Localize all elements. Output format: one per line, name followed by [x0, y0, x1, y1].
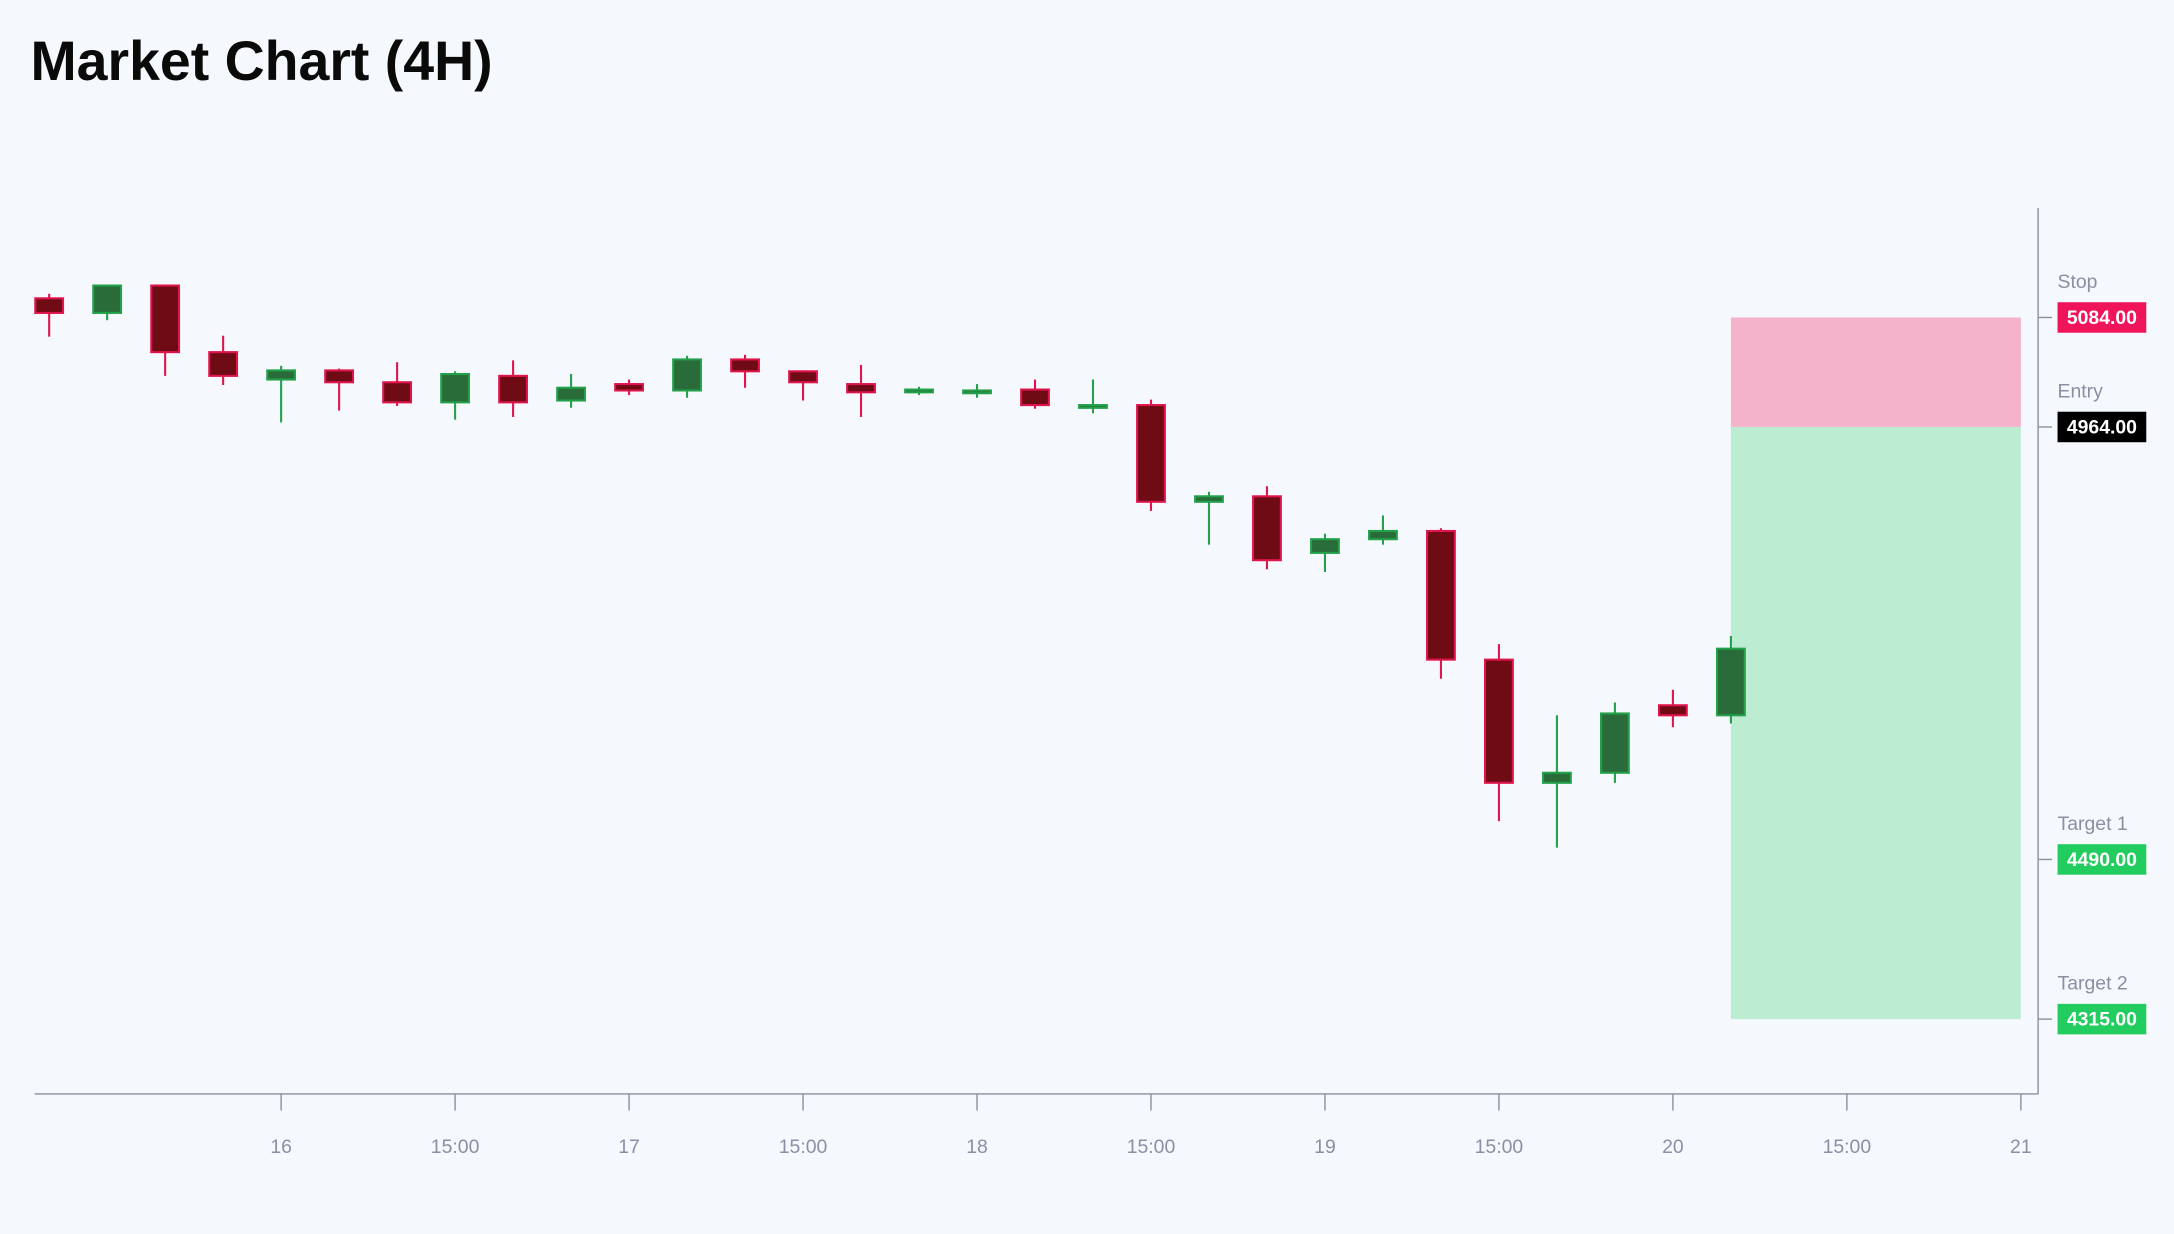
level-name: Entry [2058, 380, 2104, 402]
x-tick-label: 15:00 [1127, 1136, 1176, 1158]
x-tick-label: 15:00 [1823, 1136, 1872, 1158]
x-tick-label: 19 [1314, 1136, 1336, 1158]
level-badge [2057, 844, 2147, 875]
candle-body [1658, 704, 1688, 717]
candle-body [1715, 647, 1746, 717]
candle-body [150, 284, 181, 354]
level-label: 5084.00 [2067, 307, 2137, 329]
x-tick-label: 17 [618, 1136, 640, 1158]
candle-body [208, 351, 239, 377]
candle-body [498, 374, 528, 404]
candle-body [614, 383, 644, 392]
candle-body [1020, 388, 1050, 407]
level-name: Target 1 [2058, 813, 2128, 835]
candle-body [1078, 404, 1108, 409]
candle-body [846, 383, 876, 394]
level-name: Stop [2058, 271, 2098, 293]
candle-body [1368, 529, 1398, 541]
level-badge [2057, 1003, 2147, 1035]
x-tick-label: 15:00 [1475, 1136, 1524, 1158]
level-name: Target 2 [2058, 973, 2128, 995]
level-label: 4964.00 [2067, 416, 2137, 438]
candle-body [324, 369, 355, 384]
level-badge [2057, 302, 2147, 333]
level-badge [2057, 411, 2147, 443]
candle-body [962, 389, 992, 395]
candle-body [34, 297, 65, 314]
candle-body [1252, 495, 1282, 562]
level-label: 4490.00 [2067, 849, 2137, 871]
target-zone [1730, 426, 2021, 1020]
level-label: 4315.00 [2067, 1009, 2137, 1031]
x-tick-label: 15:00 [779, 1136, 828, 1158]
candle-body [1136, 404, 1166, 503]
candle-body [1600, 712, 1630, 774]
x-tick-label: 15:00 [431, 1136, 480, 1158]
candle-body [1310, 538, 1340, 554]
stop-zone [1730, 317, 2021, 427]
candle-body [556, 386, 586, 402]
candle-body [904, 388, 934, 394]
candle-body [730, 358, 760, 373]
candle-body [266, 369, 297, 381]
candle-body [92, 284, 123, 314]
candle-body [788, 370, 818, 384]
x-tick-label: 20 [1662, 1136, 1684, 1158]
candle-body [382, 381, 413, 404]
candle-body [1426, 529, 1456, 661]
candle-body [1542, 771, 1572, 784]
chart-title: Market Chart (4H) [31, 30, 493, 92]
candle-body [1484, 658, 1514, 784]
candle-body [440, 373, 471, 404]
candle-body [1194, 495, 1224, 503]
x-tick-label: 21 [2010, 1136, 2032, 1158]
x-tick-label: 16 [270, 1136, 292, 1158]
x-tick-label: 18 [966, 1136, 988, 1158]
candle-body [672, 358, 702, 392]
